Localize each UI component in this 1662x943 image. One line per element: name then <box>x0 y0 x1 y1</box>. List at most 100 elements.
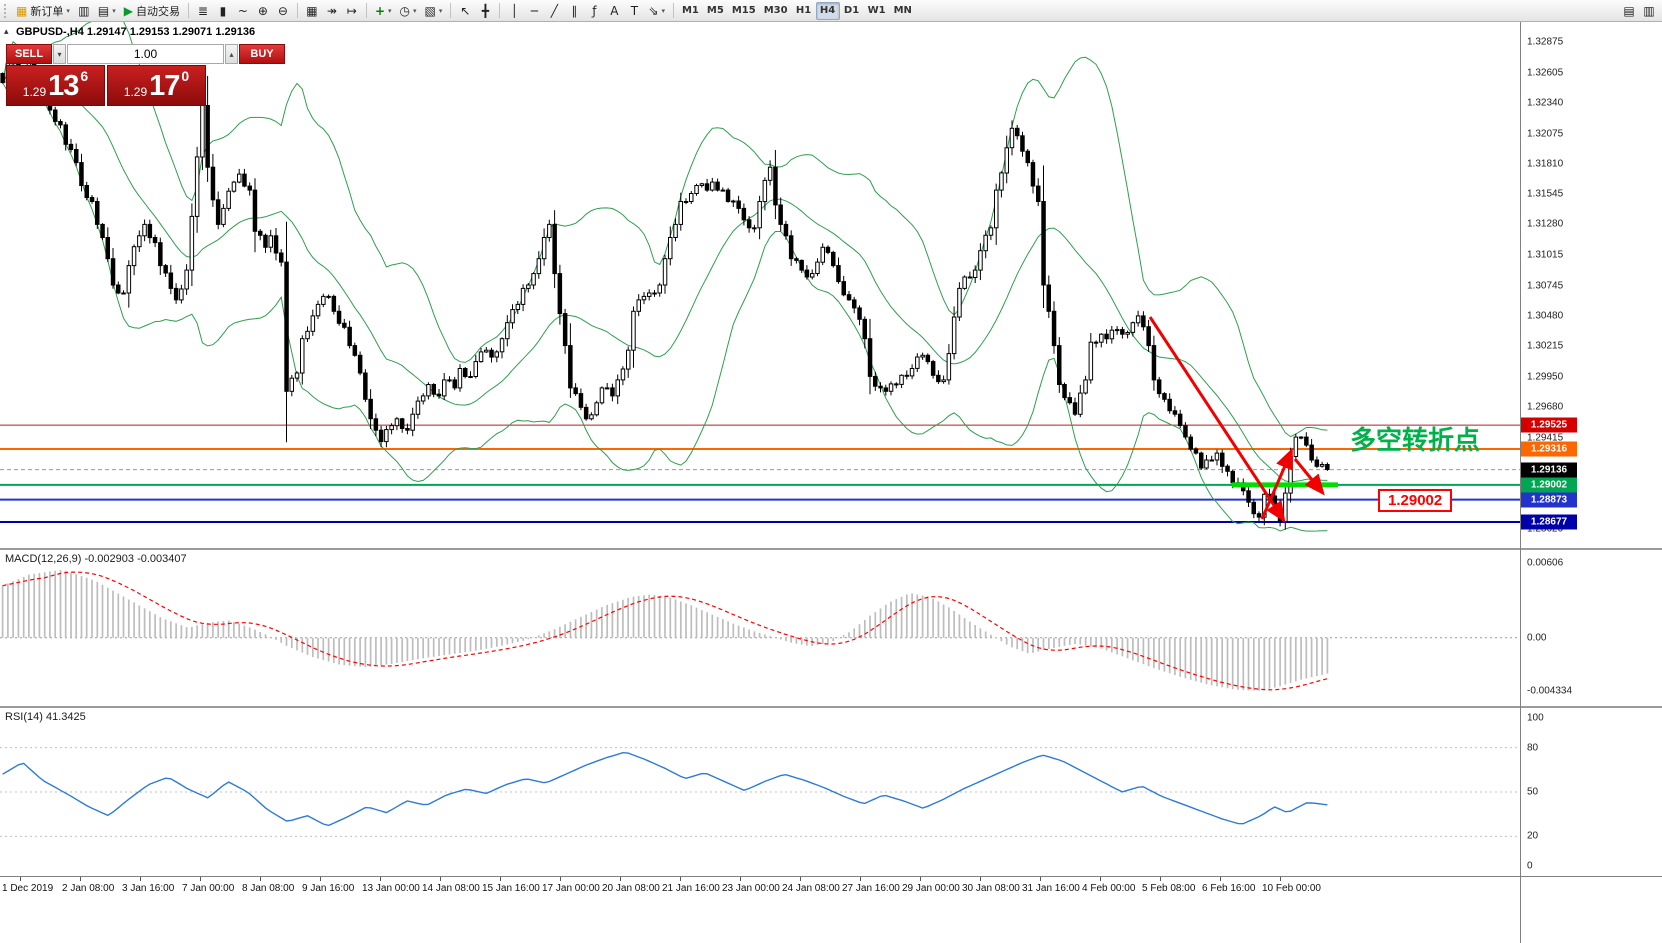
channel-button[interactable]: ∥ <box>564 2 584 20</box>
text-label-button[interactable]: T <box>624 2 644 20</box>
scale-tick: 1.30215 <box>1527 340 1564 352</box>
zoom-in-button[interactable]: ⊕ <box>253 2 273 20</box>
timeframe-w1[interactable]: W1 <box>867 5 886 16</box>
auto-trading-button[interactable]: ▶ 自动交易 <box>120 2 184 20</box>
window-list-button[interactable]: ▥ <box>1639 2 1659 20</box>
time-label: 29 Jan 00:00 <box>902 883 960 894</box>
scale-tick: 1.32605 <box>1527 67 1564 79</box>
charts-window-button[interactable]: ▥ <box>74 2 94 20</box>
time-label: 13 Jan 00:00 <box>362 883 420 894</box>
periods-button[interactable]: ◷ ▾ <box>396 2 421 20</box>
zoom-in-icon: ⊕ <box>257 3 268 18</box>
time-tick <box>440 877 441 881</box>
time-label: 23 Jan 00:00 <box>722 883 780 894</box>
chart-window: ▴ GBPUSD-,H4 1.29147 1.29153 1.29071 1.2… <box>0 22 1662 943</box>
crosshair-button[interactable]: ╋ <box>475 2 495 20</box>
time-label: 6 Feb 16:00 <box>1202 883 1256 894</box>
macd-chart[interactable] <box>0 550 1520 708</box>
timeframe-m15[interactable]: M15 <box>731 5 756 16</box>
timeframe-mn[interactable]: MN <box>893 5 912 16</box>
horizontal-line-button[interactable]: ─ <box>524 2 544 20</box>
templates-icon: ▧ <box>424 3 436 18</box>
profiles-button[interactable]: ▤ ▾ <box>94 2 120 20</box>
scale-tick: 80 <box>1527 742 1539 754</box>
indicators-icon: + <box>374 3 386 18</box>
timeframe-m5[interactable]: M5 <box>706 5 724 16</box>
sell-price-tile[interactable]: 1.29 13 6 <box>6 65 105 106</box>
time-axis[interactable]: 1 Dec 2019 2 Jan 08:00 3 Jan 16:00 7 Jan 00… <box>0 876 1662 900</box>
candlestick-chart[interactable] <box>0 22 1520 548</box>
timeframe-d1[interactable]: D1 <box>843 5 860 16</box>
price-marker: 1.29002 <box>1521 477 1577 493</box>
crosshair-icon: ╋ <box>481 3 489 18</box>
vertical-line-button[interactable]: │ <box>504 2 524 20</box>
sell-button[interactable]: SELL <box>6 44 52 64</box>
arrows-button[interactable]: ⇘ ▾ <box>644 2 669 20</box>
scale-tick: 1.31015 <box>1527 249 1564 261</box>
time-label: 14 Jan 08:00 <box>422 883 480 894</box>
zoom-out-button[interactable]: ⊖ <box>273 2 293 20</box>
time-label: 27 Jan 16:00 <box>842 883 900 894</box>
chart-shift-button[interactable]: ↦ <box>342 2 362 20</box>
buy-button[interactable]: BUY <box>239 44 285 64</box>
time-tick <box>500 877 501 881</box>
indicators-button[interactable]: + ▾ <box>371 2 396 20</box>
window-restore-icon: ▤ <box>1623 3 1635 18</box>
time-label: 2 Jan 08:00 <box>62 883 115 894</box>
chart-bars-icon: ≣ <box>197 3 208 18</box>
price-marker: 1.29525 <box>1521 417 1577 433</box>
window-list-icon: ▥ <box>1643 3 1655 18</box>
auto-scroll-button[interactable]: ↠ <box>322 2 342 20</box>
tile-windows-icon: ▦ <box>306 3 318 18</box>
time-label: 20 Jan 08:00 <box>602 883 660 894</box>
scale-tick: 1.31545 <box>1527 188 1564 200</box>
new-order-icon: ▦ <box>16 3 28 18</box>
scale-tick: 20 <box>1527 830 1539 842</box>
timeframe-h4[interactable]: H4 <box>815 1 840 20</box>
toolbar-separator <box>450 3 452 18</box>
timeframe-m1[interactable]: M1 <box>681 5 699 16</box>
cursor-button[interactable]: ↖ <box>455 2 475 20</box>
scale-tick: 1.31810 <box>1527 158 1564 170</box>
chevron-down-icon: ▾ <box>388 6 392 15</box>
periods-icon: ◷ <box>399 3 411 18</box>
chart-line-button[interactable]: ~ <box>233 2 253 20</box>
time-tick <box>680 877 681 881</box>
price-scale-border <box>1520 22 1521 943</box>
buy-price-point: 0 <box>181 68 190 84</box>
toolbar-grip[interactable] <box>4 3 8 18</box>
buy-price-tile[interactable]: 1.29 17 0 <box>107 65 206 106</box>
timeframe-h1[interactable]: H1 <box>795 5 812 16</box>
scale-tick: 1.30745 <box>1527 280 1564 292</box>
fibonacci-button[interactable]: ƒ <box>584 2 604 20</box>
volume-increase-button[interactable]: ▴ <box>225 44 238 64</box>
scale-tick: 1.31280 <box>1527 218 1564 230</box>
text-button[interactable]: A <box>604 2 624 20</box>
chart-candles-button[interactable]: ▮ <box>213 2 233 20</box>
collapse-triangle-icon[interactable]: ▴ <box>4 26 9 36</box>
rsi-chart[interactable] <box>0 708 1520 878</box>
scale-tick: 1.32075 <box>1527 128 1564 139</box>
scale-tick: 1.29680 <box>1527 401 1564 413</box>
cursor-icon: ↖ <box>460 3 471 18</box>
time-tick <box>620 877 621 881</box>
chart-bars-button[interactable]: ≣ <box>193 2 213 20</box>
scale-tick: -0.004334 <box>1527 685 1573 697</box>
templates-button[interactable]: ▧ ▾ <box>421 2 447 20</box>
volume-input[interactable] <box>67 44 224 64</box>
channel-icon: ∥ <box>571 3 578 18</box>
new-order-button[interactable]: ▦ 新订单 ▾ <box>12 2 74 20</box>
tile-windows-button[interactable]: ▦ <box>302 2 322 20</box>
timeframe-m30[interactable]: M30 <box>763 5 788 16</box>
window-restore-button[interactable]: ▤ <box>1619 2 1639 20</box>
time-tick <box>380 877 381 881</box>
volume-decrease-button[interactable]: ▾ <box>53 44 66 64</box>
trendline-button[interactable]: ╱ <box>544 2 564 20</box>
time-label: 7 Jan 00:00 <box>182 883 235 894</box>
trendline-icon: ╱ <box>550 3 558 18</box>
price-marker: 1.28677 <box>1521 514 1577 530</box>
scale-tick: 0.00 <box>1527 632 1547 644</box>
sell-price-prefix: 1.29 <box>22 85 47 99</box>
sell-price-point: 6 <box>80 68 89 84</box>
time-tick <box>1280 877 1281 881</box>
